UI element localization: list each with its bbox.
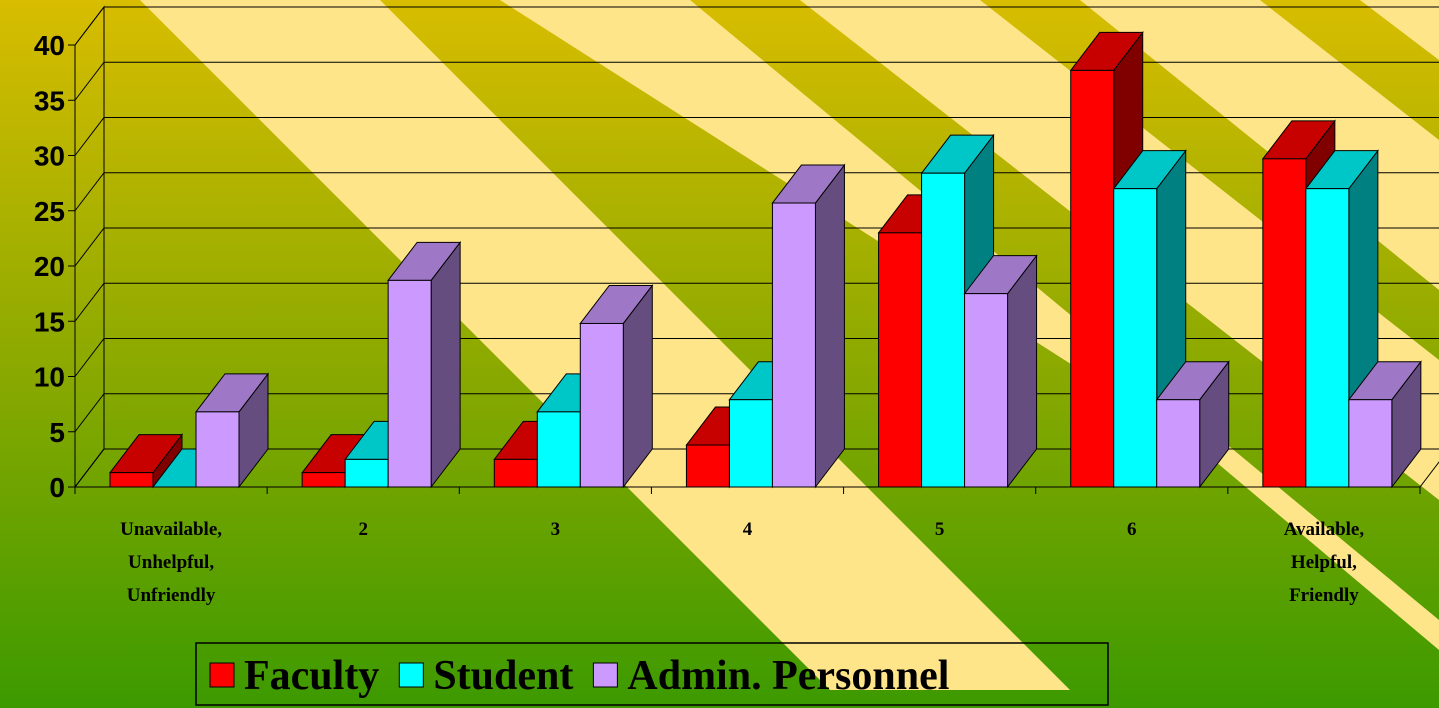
- y-tick-label: 25: [34, 196, 65, 227]
- grid-line: [74, 6, 1439, 46]
- legend: Faculty Student Admin. Personnel: [209, 653, 949, 699]
- bar-front: [1156, 399, 1201, 488]
- bar: [771, 163, 846, 489]
- bar: [387, 240, 462, 489]
- legend-label: Admin. Personnel: [627, 653, 949, 699]
- x-tick-label: Available, Helpful, Friendly: [1284, 519, 1365, 606]
- y-tick-label: 15: [34, 306, 65, 337]
- bar: [963, 254, 1038, 489]
- stripe: [1360, 0, 1439, 60]
- bar: [579, 283, 654, 489]
- legend-swatch: [398, 662, 424, 688]
- y-tick-label: 10: [34, 362, 65, 393]
- grid-line: [74, 172, 1439, 212]
- bar-side: [814, 163, 845, 489]
- bar: [1347, 360, 1422, 489]
- x-tick-label: Unavailable, Unhelpful, Unfriendly: [120, 519, 222, 606]
- bar-front: [1070, 69, 1115, 488]
- bar-front: [878, 232, 923, 488]
- bar-front: [1305, 188, 1350, 488]
- x-tick-label: 3: [551, 519, 561, 540]
- bar-front: [387, 279, 432, 488]
- bar-front: [964, 293, 1009, 488]
- grid-line: [74, 227, 1439, 267]
- bar-front: [921, 172, 966, 488]
- bar-front: [1348, 399, 1393, 488]
- bar-front: [1113, 188, 1158, 488]
- legend-swatch: [592, 662, 618, 688]
- bar-front: [301, 472, 346, 488]
- y-tick-label: 30: [34, 141, 65, 172]
- y-tick-label: 5: [49, 417, 65, 448]
- bar-front: [344, 458, 389, 488]
- bar-front: [685, 444, 730, 488]
- legend-label: Student: [433, 653, 573, 699]
- legend-label: Faculty: [244, 653, 379, 699]
- bar-front: [536, 411, 581, 488]
- x-tick-label: 6: [1127, 519, 1137, 540]
- bar-side: [430, 240, 461, 489]
- bar-front: [579, 322, 624, 488]
- y-tick-label: 0: [49, 472, 65, 503]
- bar-front: [195, 411, 240, 488]
- grid-line: [74, 117, 1439, 156]
- bar-front: [728, 399, 773, 488]
- legend-swatch: [209, 662, 235, 688]
- x-tick-label: 2: [358, 519, 368, 540]
- grid-line: [74, 61, 1439, 101]
- bar-front: [1262, 158, 1307, 488]
- y-tick-label: 20: [34, 251, 65, 282]
- bar: [1155, 360, 1230, 489]
- bar: [108, 433, 184, 489]
- bar: [194, 372, 270, 489]
- bar-front: [109, 472, 154, 488]
- y-tick-label: 35: [34, 85, 65, 116]
- x-tick-label: 4: [743, 519, 753, 540]
- bar-side: [1007, 254, 1038, 489]
- bar-front: [493, 458, 538, 488]
- y-tick-label: 40: [34, 30, 65, 61]
- x-tick-label: 5: [935, 519, 945, 540]
- bar: [1112, 149, 1187, 489]
- legend-box: [195, 642, 1109, 706]
- bar-front: [771, 202, 816, 488]
